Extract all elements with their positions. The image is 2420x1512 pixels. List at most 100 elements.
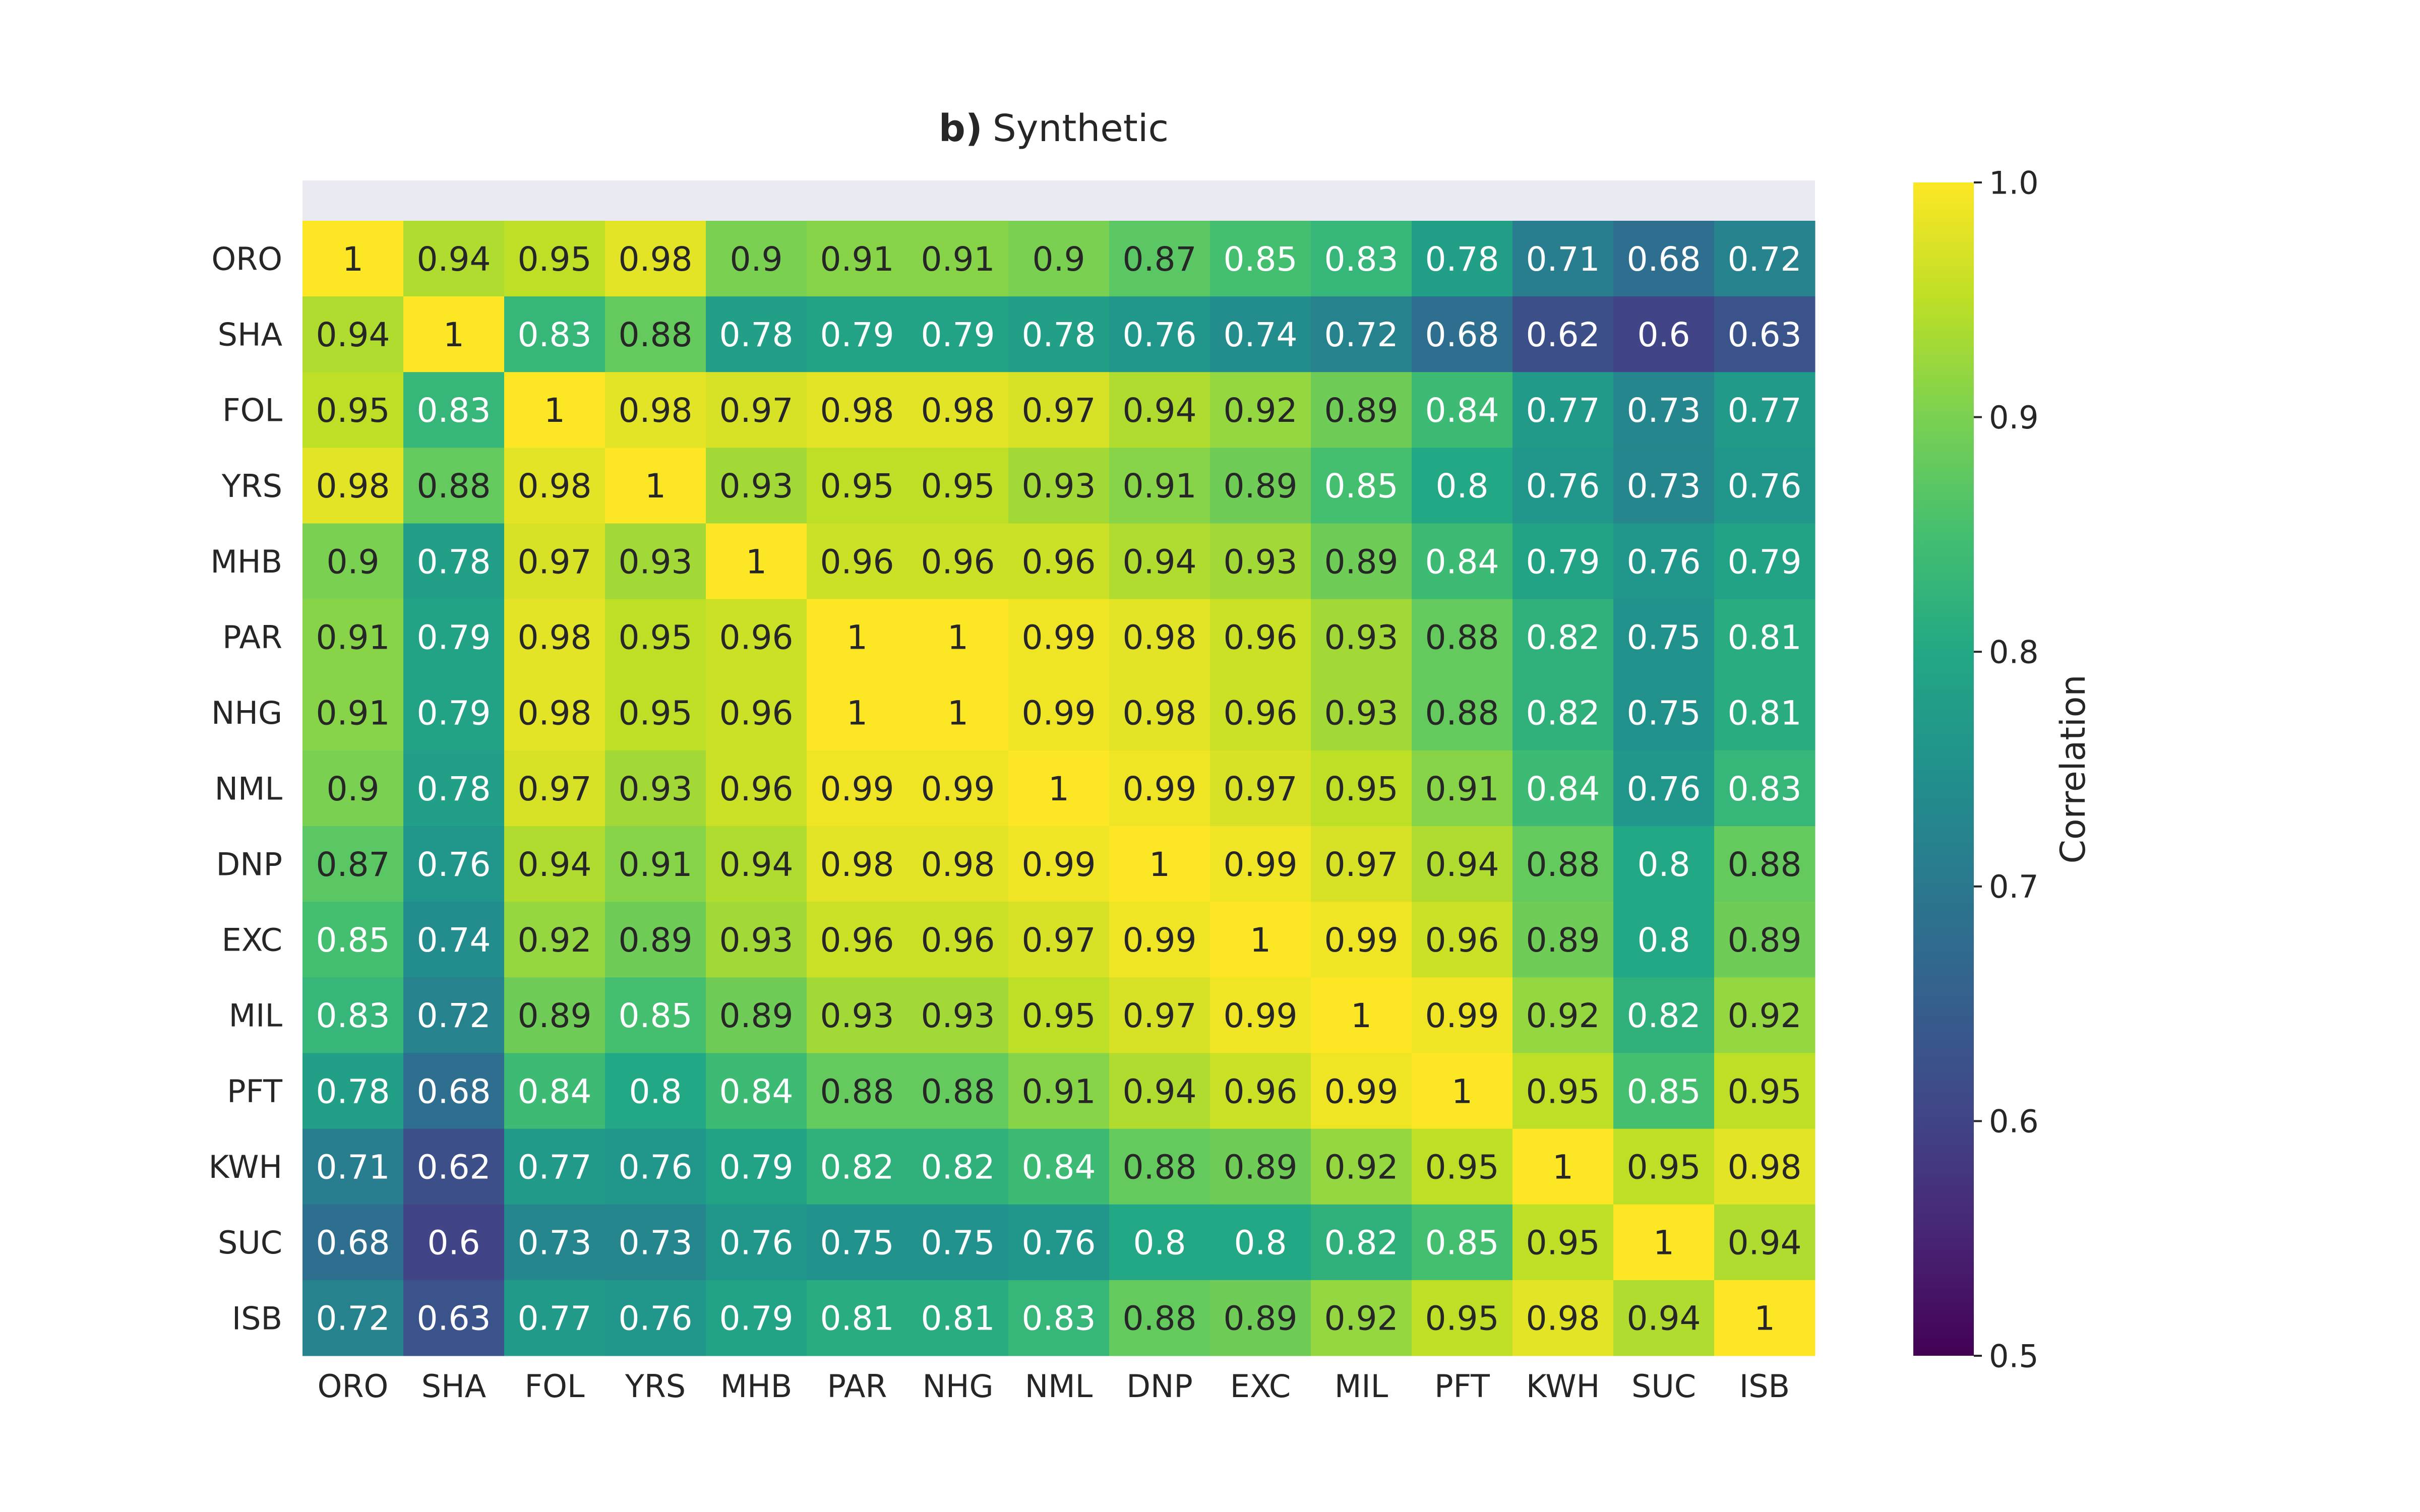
cell-value-label: 0.85 xyxy=(316,921,390,960)
cell-value-label: 0.81 xyxy=(1728,618,1802,657)
cell-value-label: 0.76 xyxy=(619,1299,693,1338)
column-label: MHB xyxy=(720,1368,793,1405)
cell-value-label: 0.96 xyxy=(1425,921,1499,960)
cell-value-label: 0.91 xyxy=(1123,467,1197,506)
cell-value-label: 0.79 xyxy=(417,618,491,657)
cell-value-label: 1 xyxy=(1250,921,1271,960)
cell-value-label: 0.63 xyxy=(417,1299,491,1338)
cell-value-label: 0.76 xyxy=(417,845,491,884)
heatmap-cell xyxy=(1210,977,1311,1053)
cell-value-label: 0.83 xyxy=(1324,240,1399,279)
column-label: YRS xyxy=(625,1368,686,1405)
cell-value-label: 0.95 xyxy=(619,618,693,657)
cell-value-label: 0.84 xyxy=(518,1072,592,1111)
heatmap-cell xyxy=(605,750,706,827)
heatmap-cell xyxy=(807,1280,908,1356)
cell-value-label: 0.92 xyxy=(1324,1148,1399,1186)
heatmap-cell xyxy=(403,599,505,675)
heatmap-cell xyxy=(1210,1128,1311,1205)
cell-value-label: 0.89 xyxy=(1224,1299,1298,1338)
cell-value-label: 0.85 xyxy=(619,996,693,1035)
heatmap-cell xyxy=(605,372,706,448)
column-label: ORO xyxy=(318,1368,389,1405)
heatmap-cell xyxy=(1210,826,1311,902)
heatmap-cell xyxy=(706,1053,807,1129)
cell-value-label: 0.92 xyxy=(1324,1299,1399,1338)
colorbar-gradient xyxy=(1913,182,1974,1356)
cell-value-label: 0.92 xyxy=(1728,996,1802,1035)
cell-value-label: 0.96 xyxy=(1224,1072,1298,1111)
colorbar-tick-label: 0.8 xyxy=(1989,634,2039,671)
cell-value-label: 0.75 xyxy=(1627,618,1701,657)
heatmap-cell xyxy=(1109,599,1211,675)
cell-value-label: 0.77 xyxy=(518,1299,592,1338)
cell-value-label: 1 xyxy=(342,240,364,279)
column-label: KWH xyxy=(1526,1368,1600,1405)
cell-value-label: 0.98 xyxy=(619,391,693,430)
heatmap-cell xyxy=(1311,902,1412,978)
heatmap-cell xyxy=(504,221,606,297)
heatmap-cell xyxy=(807,372,908,448)
row-label: NML xyxy=(215,770,283,807)
heatmap-cell xyxy=(706,902,807,978)
cell-value-label: 0.9 xyxy=(730,240,783,279)
cell-value-label: 0.85 xyxy=(1425,1224,1499,1263)
cell-value-label: 0.96 xyxy=(1022,542,1096,581)
heatmap-cell xyxy=(1311,977,1412,1053)
heatmap-cell xyxy=(1109,372,1211,448)
heatmap-cell xyxy=(1714,221,1816,297)
cell-value-label: 0.68 xyxy=(1425,316,1499,354)
cell-value-label: 0.84 xyxy=(1425,391,1499,430)
heatmap-cell xyxy=(706,826,807,902)
row-label: SUC xyxy=(218,1224,282,1261)
cell-value-label: 0.81 xyxy=(1728,694,1802,733)
heatmap-cell xyxy=(1109,674,1211,751)
heatmap-cell xyxy=(706,372,807,448)
chart-title-text: Synthetic xyxy=(993,107,1169,150)
cell-value-label: 0.8 xyxy=(1234,1224,1287,1263)
cell-value-label: 0.83 xyxy=(518,316,592,354)
cell-value-label: 0.97 xyxy=(518,770,592,808)
heatmap-cell xyxy=(1109,448,1211,524)
cell-value-label: 0.84 xyxy=(719,1072,794,1111)
cell-value-label: 0.78 xyxy=(1022,316,1096,354)
cell-value-label: 0.96 xyxy=(1224,694,1298,733)
cell-value-label: 0.94 xyxy=(316,316,390,354)
cell-value-label: 0.78 xyxy=(417,770,491,808)
cell-value-label: 0.99 xyxy=(1224,996,1298,1035)
column-label: SUC xyxy=(1631,1368,1696,1405)
heatmap-cell xyxy=(1311,826,1412,902)
heatmap-cell xyxy=(1714,599,1816,675)
cell-value-label: 0.88 xyxy=(820,1072,894,1111)
heatmap-cell xyxy=(1512,296,1614,372)
colorbar-tick-label: 0.6 xyxy=(1989,1103,2039,1140)
heatmap-cell xyxy=(1008,372,1110,448)
cell-value-label: 0.93 xyxy=(921,996,995,1035)
cell-value-label: 0.74 xyxy=(1224,316,1298,354)
cell-value-label: 0.89 xyxy=(1526,921,1600,960)
heatmap-cell xyxy=(1311,296,1412,372)
heatmap-cell xyxy=(1109,1204,1211,1281)
cell-value-label: 0.91 xyxy=(619,845,693,884)
heatmap-cell xyxy=(807,1128,908,1205)
cell-value-label: 0.95 xyxy=(1526,1072,1600,1111)
heatmap-cell xyxy=(1109,750,1211,827)
cell-value-label: 0.76 xyxy=(1627,770,1701,808)
cell-value-label: 1 xyxy=(1552,1148,1574,1186)
heatmap-cell xyxy=(605,1204,706,1281)
heatmap-cell xyxy=(1512,448,1614,524)
heatmap-cell xyxy=(1008,674,1110,751)
heatmap-cell xyxy=(807,750,908,827)
heatmap-cell xyxy=(1714,523,1816,600)
cell-value-label: 0.79 xyxy=(719,1148,794,1186)
cell-value-label: 0.76 xyxy=(1728,467,1802,506)
heatmap-cell xyxy=(807,977,908,1053)
cell-value-label: 0.99 xyxy=(921,770,995,808)
heatmap-cell xyxy=(403,902,505,978)
cell-value-label: 0.91 xyxy=(1022,1072,1096,1111)
cell-value-label: 0.95 xyxy=(1425,1299,1499,1338)
cell-value-label: 0.88 xyxy=(1123,1148,1197,1186)
row-label: ISB xyxy=(232,1300,282,1337)
cell-value-label: 0.95 xyxy=(316,391,390,430)
heatmap-cell xyxy=(1714,1204,1816,1281)
